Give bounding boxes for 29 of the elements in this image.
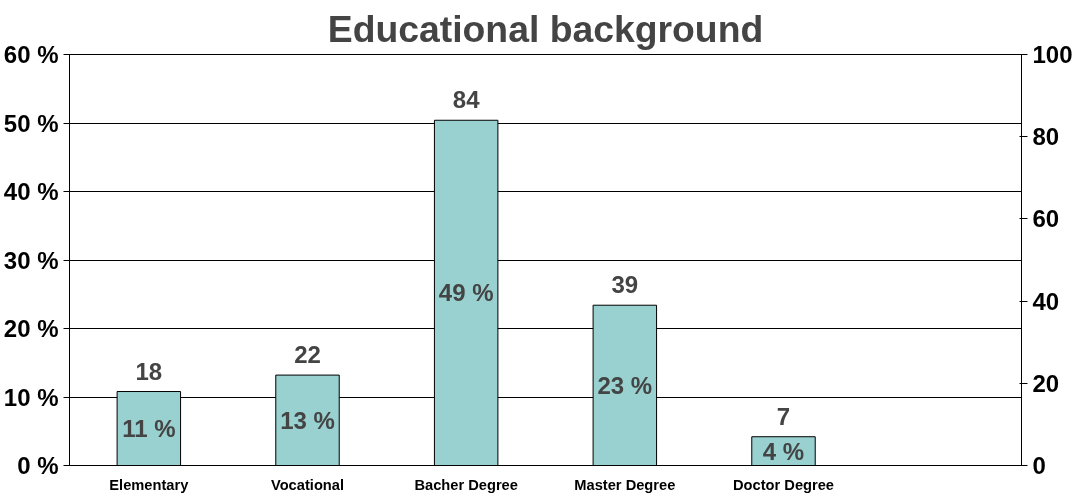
y2-tick-label: 20 [1032, 369, 1060, 397]
y-tick-label: 20 % [3, 315, 59, 342]
y2-tick-label: 80 [1032, 123, 1060, 151]
x-tick-label: Doctor Degree [733, 476, 834, 493]
y2-tick-label: 0 [1032, 452, 1046, 479]
x-tick-label: Bacher Degree [414, 476, 518, 493]
y-tick-label: 10 % [3, 383, 59, 411]
y-tick-label: 0 % [17, 452, 59, 479]
y-tick-label: 40 % [3, 178, 59, 205]
x-tick-label: Master Degree [574, 476, 676, 493]
annotation: 23 % [597, 371, 653, 399]
y2-tick-label: 100 [1032, 41, 1073, 68]
data-label: 18 [135, 357, 163, 385]
data-label: 39 [611, 271, 639, 299]
annotation: 13 % [280, 406, 335, 434]
x-tick-label: Elementary [109, 476, 190, 493]
y2-tick-label: 40 [1032, 287, 1060, 315]
data-label: 84 [452, 86, 481, 114]
chart-title: Educational background [327, 7, 764, 50]
annotation: 49 % [438, 279, 494, 307]
data-label: 22 [294, 341, 321, 369]
x-tick-label: Vocational [270, 476, 345, 493]
y-tick-label: 50 % [3, 109, 59, 137]
y-tick-label: 30 % [3, 246, 59, 274]
annotation: 4 % [762, 437, 805, 465]
data-label: 7 [776, 402, 791, 430]
annotation: 11 % [122, 415, 176, 443]
y-tick-label: 60 % [3, 41, 59, 68]
y2-tick-label: 60 [1032, 205, 1060, 233]
